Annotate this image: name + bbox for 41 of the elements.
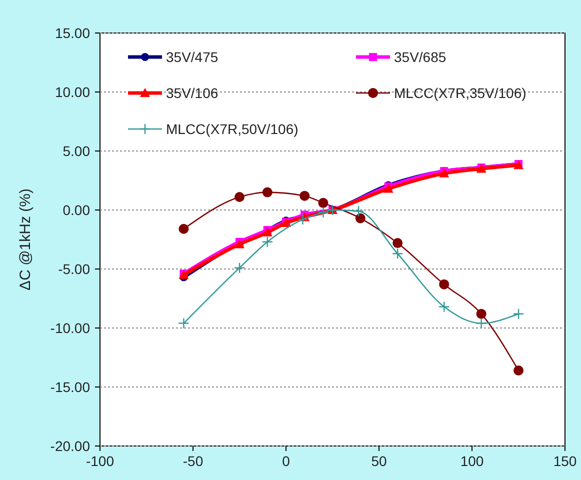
legend-label: MLCC(X7R,35V/106) bbox=[394, 84, 526, 101]
point bbox=[476, 308, 486, 319]
point bbox=[262, 187, 272, 198]
point bbox=[297, 214, 308, 226]
y-tick-label: 15.00 bbox=[54, 24, 90, 41]
y-tick-label: 10.00 bbox=[54, 84, 90, 100]
point bbox=[392, 248, 404, 260]
point bbox=[178, 224, 189, 234]
x-tick-label: -50 bbox=[182, 453, 204, 469]
y-tick-label: -20.00 bbox=[50, 438, 90, 454]
point bbox=[318, 198, 328, 208]
point bbox=[318, 206, 329, 218]
y-tick-label: 5.00 bbox=[62, 142, 90, 159]
point bbox=[234, 262, 246, 274]
legend-label: 35V/475 bbox=[166, 48, 218, 65]
y-tick-label: -15.00 bbox=[50, 378, 90, 395]
y-tick-label: -10.00 bbox=[50, 320, 90, 336]
point bbox=[514, 365, 524, 376]
point bbox=[234, 192, 244, 202]
point bbox=[262, 236, 273, 248]
point bbox=[352, 206, 364, 217]
y-tick-label: -5.00 bbox=[58, 260, 90, 277]
point bbox=[392, 238, 403, 248]
point bbox=[383, 184, 394, 193]
x-tick-label: 100 bbox=[460, 453, 484, 469]
x-tick-label: 0 bbox=[282, 453, 290, 469]
y-tick-label: 0.00 bbox=[62, 202, 90, 218]
legend-label: 35V/106 bbox=[166, 84, 218, 101]
legend-label: 35V/685 bbox=[394, 48, 446, 65]
point bbox=[439, 279, 450, 290]
point bbox=[178, 318, 190, 329]
legend-label: MLCC(X7R,50V/106) bbox=[166, 120, 298, 137]
x-tick-label: 50 bbox=[371, 453, 387, 469]
point bbox=[438, 301, 450, 312]
point bbox=[512, 308, 524, 320]
x-tick-label: 150 bbox=[553, 453, 577, 469]
x-tick-label: -100 bbox=[86, 453, 114, 469]
point bbox=[476, 318, 487, 329]
point bbox=[300, 190, 310, 201]
point bbox=[355, 213, 366, 224]
y-axis-title: ΔC @1kHz (%) bbox=[17, 188, 34, 290]
